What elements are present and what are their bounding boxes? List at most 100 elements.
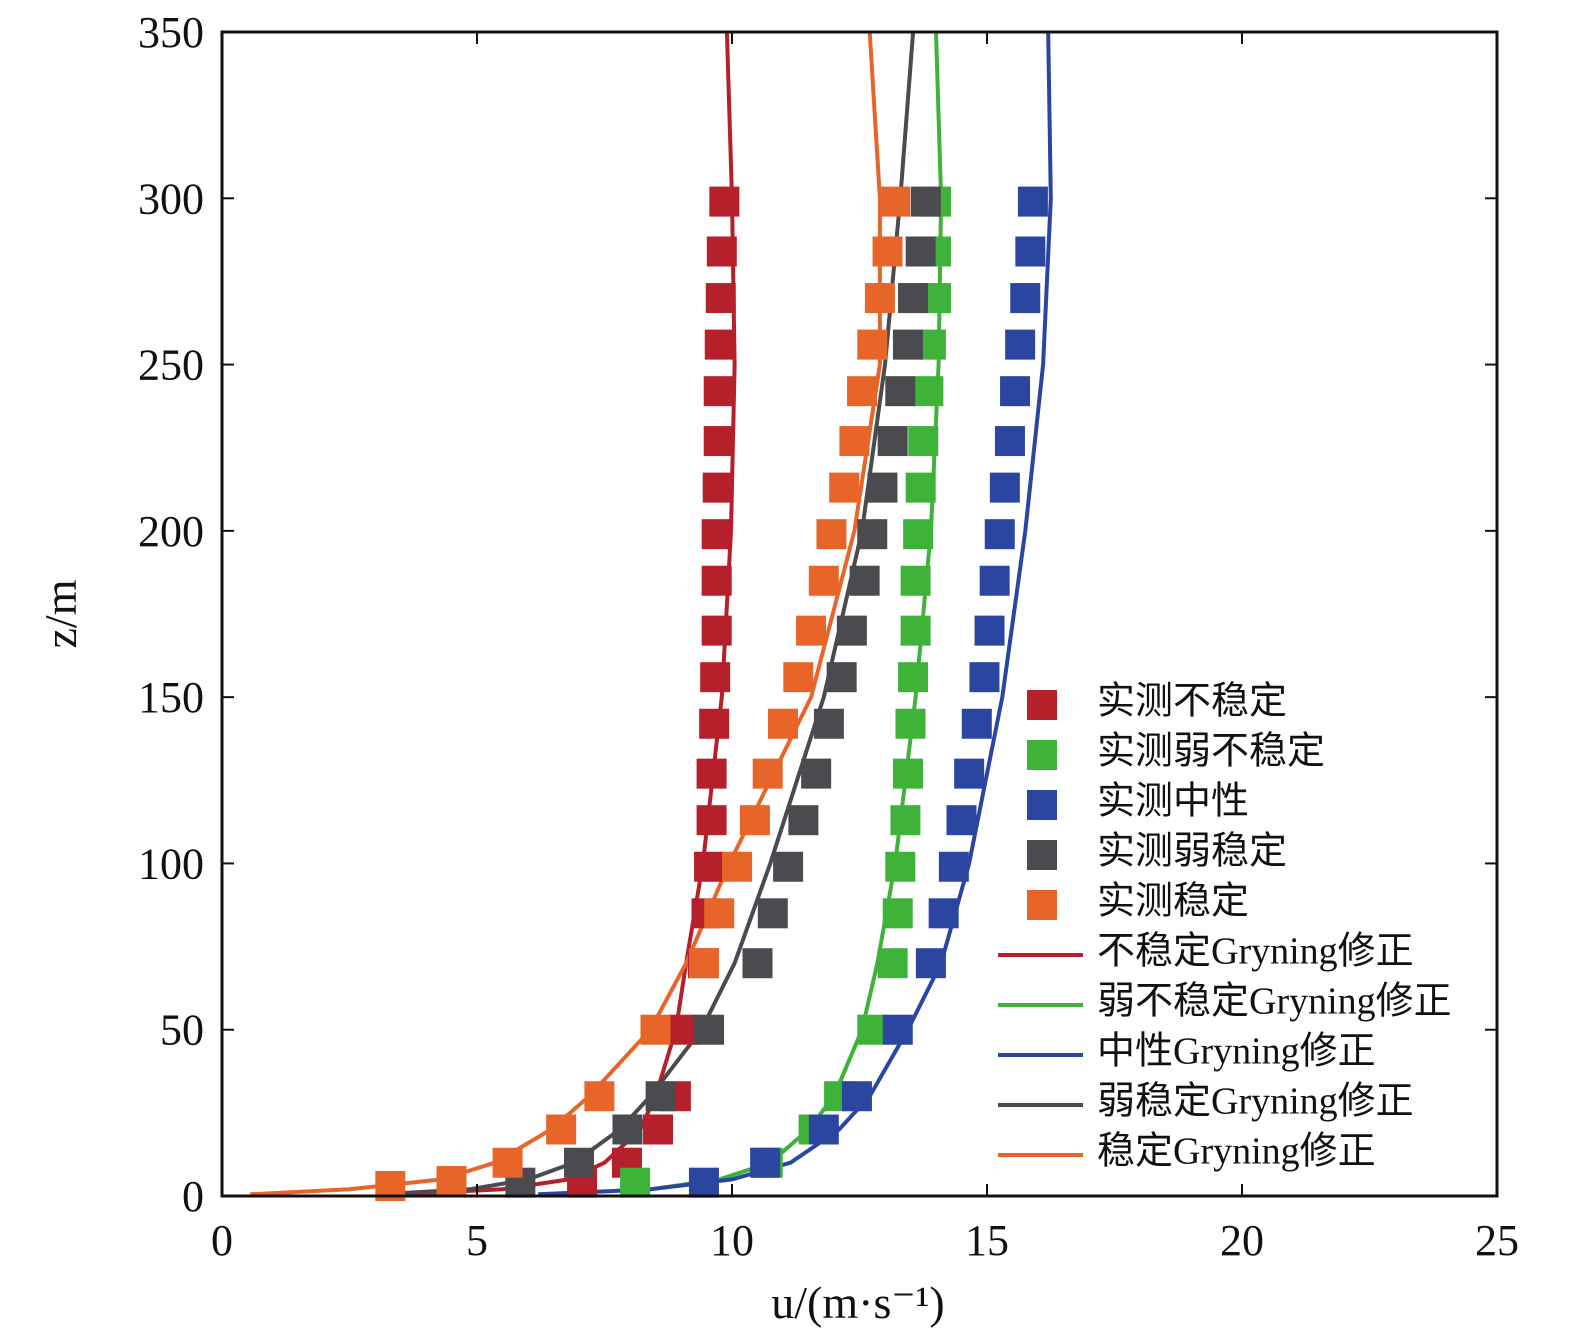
marker: [826, 662, 857, 693]
legend-label: 不稳定Gryning修正: [1097, 931, 1414, 973]
marker: [915, 948, 946, 979]
marker: [704, 329, 735, 360]
marker: [905, 472, 936, 503]
marker: [1015, 236, 1046, 267]
marker: [984, 519, 1015, 550]
marker: [857, 519, 888, 550]
marker: [705, 283, 736, 314]
y-tick-label: 0: [182, 1172, 204, 1221]
marker: [640, 1014, 671, 1045]
marker: [783, 662, 814, 693]
marker: [946, 805, 977, 836]
marker: [742, 948, 773, 979]
marker: [890, 805, 921, 836]
x-tick-label: 15: [965, 1216, 1009, 1265]
legend-marker: [1027, 840, 1057, 870]
marker: [857, 329, 888, 360]
y-tick-label: 300: [138, 174, 204, 223]
marker: [839, 426, 870, 457]
marker: [836, 615, 867, 646]
marker: [892, 329, 923, 360]
x-tick-label: 10: [710, 1216, 754, 1265]
marker: [892, 758, 923, 789]
legend-label: 实测弱不稳定: [1097, 731, 1325, 773]
marker: [928, 898, 959, 929]
marker: [1010, 283, 1041, 314]
marker: [709, 186, 740, 217]
y-axis-label: z/m: [35, 579, 86, 648]
marker: [620, 1167, 651, 1198]
marker: [801, 758, 832, 789]
marker: [882, 898, 913, 929]
legend-label: 稳定Gryning修正: [1097, 1131, 1376, 1173]
marker: [979, 565, 1010, 596]
marker: [702, 472, 733, 503]
marker: [885, 376, 916, 407]
fit-line: [379, 31, 916, 1197]
plot-frame: [220, 30, 1499, 1198]
marker: [704, 898, 735, 929]
marker: [699, 708, 730, 739]
marker: [688, 1167, 719, 1198]
marker: [867, 472, 898, 503]
x-tick-label: 20: [1220, 1216, 1264, 1265]
x-tick-label: 25: [1475, 1216, 1519, 1265]
marker: [645, 1081, 676, 1112]
marker: [813, 708, 844, 739]
marker: [768, 708, 798, 739]
marker: [880, 186, 911, 217]
marker: [903, 519, 934, 550]
marker: [954, 758, 985, 789]
legend-label: 弱稳定Gryning修正: [1097, 1081, 1414, 1123]
y-tick-label: 200: [138, 507, 204, 556]
marker: [864, 283, 895, 314]
marker: [773, 851, 804, 882]
marker: [847, 376, 878, 407]
marker: [877, 948, 908, 979]
marker: [898, 662, 929, 693]
marker: [694, 851, 725, 882]
x-axis-label: u/(m·s⁻¹): [771, 1277, 945, 1328]
marker: [841, 1081, 872, 1112]
y-tick-label: 100: [138, 839, 204, 888]
y-tick-label: 150: [138, 673, 204, 722]
marker: [643, 1114, 674, 1145]
marker: [752, 758, 783, 789]
marker: [872, 236, 903, 267]
fit-line: [249, 31, 882, 1197]
marker: [706, 236, 737, 267]
marker: [969, 662, 1000, 693]
marker: [974, 615, 1005, 646]
marker: [703, 376, 734, 407]
marker: [701, 615, 732, 646]
marker: [564, 1147, 594, 1178]
marker: [900, 615, 931, 646]
legend-marker: [1027, 890, 1057, 920]
marker: [584, 1081, 615, 1112]
marker: [961, 708, 992, 739]
marker: [701, 519, 732, 550]
marker: [700, 662, 731, 693]
marker: [900, 565, 931, 596]
marker: [877, 426, 908, 457]
legend-label: 实测中性: [1097, 781, 1249, 823]
marker: [849, 565, 880, 596]
marker: [722, 851, 753, 882]
legend-marker: [1027, 790, 1057, 820]
marker: [885, 851, 916, 882]
marker: [895, 708, 926, 739]
marker: [994, 426, 1025, 457]
legend-label: 实测弱稳定: [1097, 831, 1287, 873]
marker: [905, 236, 936, 267]
marker: [910, 186, 941, 217]
marker: [688, 948, 719, 979]
legend-marker: [1027, 740, 1057, 770]
marker: [696, 758, 727, 789]
marker: [989, 472, 1020, 503]
legend-marker: [1027, 690, 1057, 720]
marker: [857, 1014, 888, 1045]
marker: [1000, 376, 1031, 407]
legend-label: 中性Gryning修正: [1097, 1031, 1376, 1073]
marker: [829, 472, 860, 503]
